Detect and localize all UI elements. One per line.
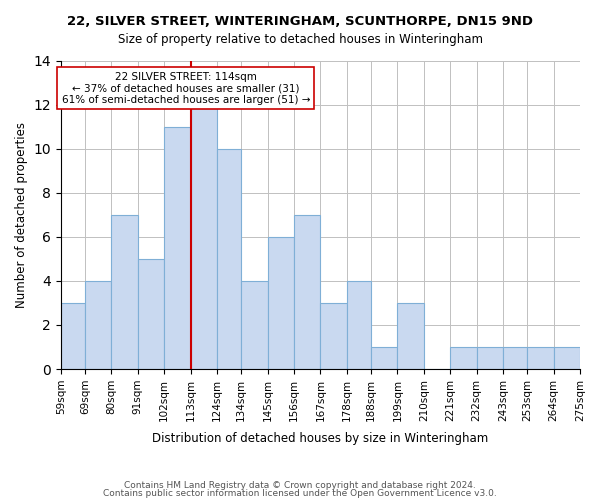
Text: Size of property relative to detached houses in Winteringham: Size of property relative to detached ho…: [118, 32, 482, 46]
Text: Contains public sector information licensed under the Open Government Licence v3: Contains public sector information licen…: [103, 488, 497, 498]
Bar: [371, 347, 397, 369]
Bar: [241, 281, 268, 369]
Bar: [112, 215, 138, 369]
Bar: [268, 237, 294, 369]
Bar: [138, 259, 164, 369]
Text: 22, SILVER STREET, WINTERINGHAM, SCUNTHORPE, DN15 9ND: 22, SILVER STREET, WINTERINGHAM, SCUNTHO…: [67, 15, 533, 28]
Bar: [554, 347, 580, 369]
Bar: [320, 303, 347, 369]
Bar: [347, 281, 371, 369]
Bar: [85, 281, 112, 369]
Text: 22 SILVER STREET: 114sqm
← 37% of detached houses are smaller (31)
61% of semi-d: 22 SILVER STREET: 114sqm ← 37% of detach…: [62, 72, 310, 104]
Y-axis label: Number of detached properties: Number of detached properties: [15, 122, 28, 308]
Bar: [527, 347, 554, 369]
Bar: [217, 148, 241, 369]
Bar: [164, 126, 191, 369]
Bar: [450, 347, 476, 369]
X-axis label: Distribution of detached houses by size in Winteringham: Distribution of detached houses by size …: [152, 432, 488, 445]
Bar: [503, 347, 527, 369]
Bar: [397, 303, 424, 369]
Bar: [61, 303, 85, 369]
Bar: [476, 347, 503, 369]
Bar: [294, 215, 320, 369]
Text: Contains HM Land Registry data © Crown copyright and database right 2024.: Contains HM Land Registry data © Crown c…: [124, 481, 476, 490]
Bar: [191, 104, 217, 369]
